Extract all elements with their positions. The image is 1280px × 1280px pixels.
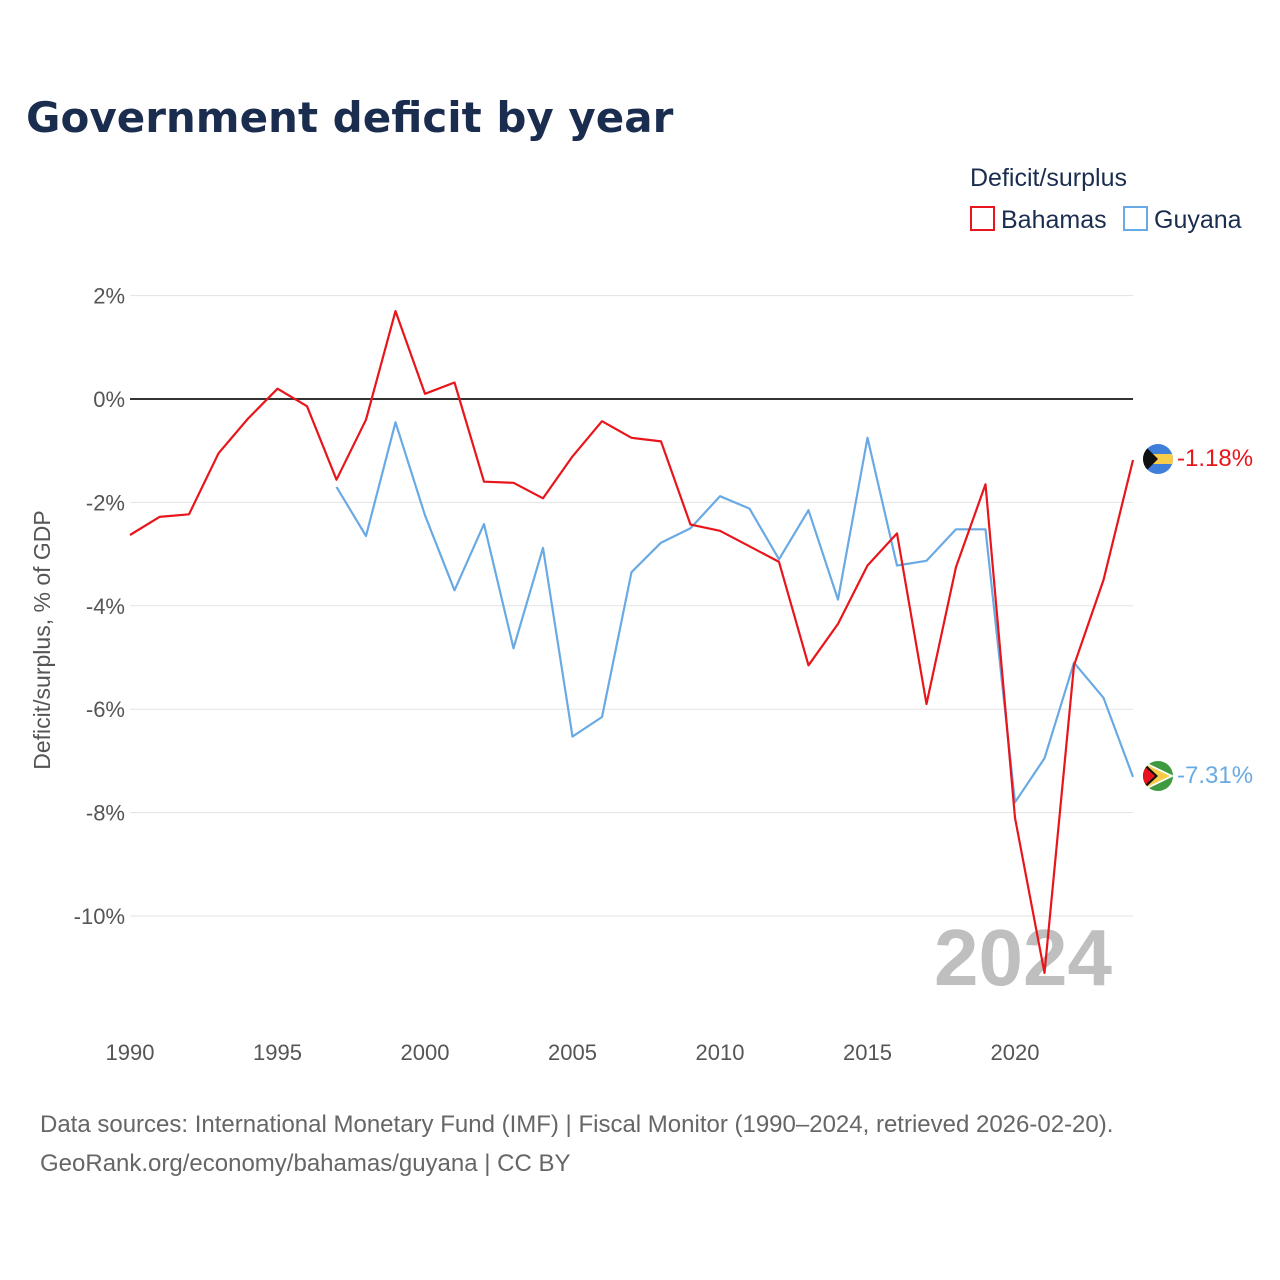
y-tick-label: -6% [86, 697, 125, 722]
legend-swatch-guyana[interactable] [1123, 206, 1148, 231]
grid [130, 295, 1133, 917]
legend-swatch-bahamas[interactable] [970, 206, 995, 231]
page-title: Government deficit by year [26, 93, 674, 142]
series [129, 310, 1135, 975]
y-axis-ticks: 2% 0% -2% -4% -6% -8% -10% [74, 284, 125, 929]
source-line-1: Data sources: International Monetary Fun… [40, 1111, 1113, 1138]
y-tick-label: -8% [86, 801, 125, 826]
x-tick-label: 2020 [991, 1040, 1040, 1065]
y-axis-label: Deficit/surplus, % of GDP [29, 510, 55, 769]
y-tick-label: -4% [86, 594, 125, 619]
series-line-guyana[interactable] [335, 421, 1135, 804]
x-tick-label: 2015 [843, 1040, 892, 1065]
legend-title: Deficit/surplus [970, 164, 1127, 192]
legend-label-guyana[interactable]: Guyana [1154, 206, 1242, 234]
flag-bahamas-icon [1143, 444, 1173, 474]
x-axis-ticks: 1990 1995 2000 2005 2010 2015 2020 [106, 1040, 1040, 1065]
y-tick-label: 2% [93, 284, 125, 309]
year-watermark: 2024 [934, 913, 1112, 1002]
series-line-bahamas[interactable] [129, 310, 1135, 975]
end-label-bahamas: -1.18% [1177, 445, 1253, 472]
y-tick-label: -10% [74, 904, 125, 929]
x-tick-label: 1990 [106, 1040, 155, 1065]
source-line-2[interactable]: GeoRank.org/economy/bahamas/guyana | CC … [40, 1150, 571, 1177]
end-label-guyana: -7.31% [1177, 762, 1253, 789]
legend-label-bahamas[interactable]: Bahamas [1001, 206, 1107, 234]
flag-guyana-icon [1143, 761, 1173, 791]
y-tick-label: -2% [86, 490, 125, 515]
y-tick-label: 0% [93, 387, 125, 412]
x-tick-label: 1995 [253, 1040, 302, 1065]
x-tick-label: 2000 [401, 1040, 450, 1065]
x-tick-label: 2010 [696, 1040, 745, 1065]
x-tick-label: 2005 [548, 1040, 597, 1065]
